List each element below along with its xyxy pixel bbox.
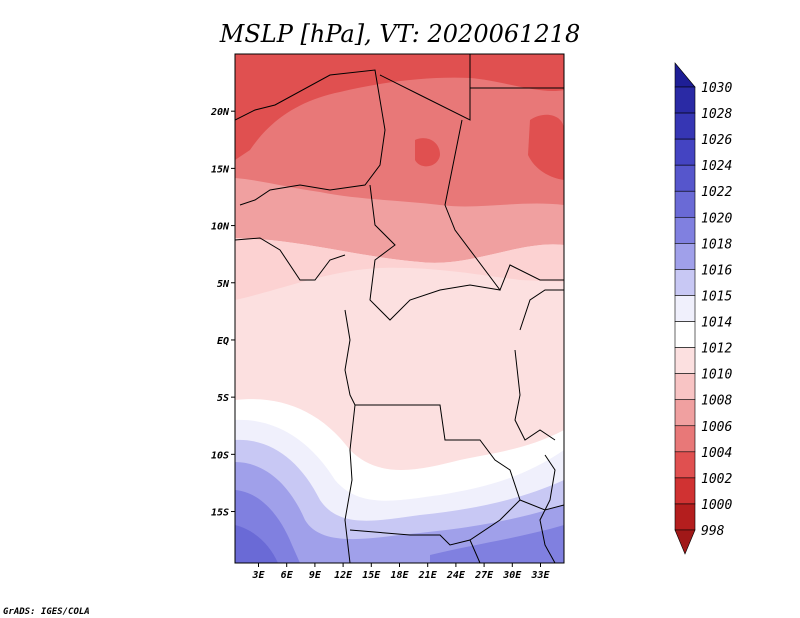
colorbar-bottom-arrow: [674, 529, 696, 555]
x-tick-label: 21E: [418, 570, 438, 581]
colorbar: 1030 1028 1026 1024 1022 1020 1018 1016 1015 1014…: [674, 62, 732, 555]
colorbar-label: 1014: [701, 316, 732, 331]
field-1004-cell: [528, 114, 564, 180]
y-tick-label: 20N: [210, 107, 230, 118]
chart-title: MSLP [hPa], VT: 2020061218: [219, 20, 580, 48]
colorbar-segment: [674, 269, 696, 296]
y-tick-label: 15S: [211, 508, 229, 519]
colorbar-label: 1016: [701, 263, 732, 278]
colorbar-top-arrow: [674, 62, 696, 88]
y-tick-label: 10N: [211, 222, 230, 233]
x-tick-label: 9E: [309, 570, 322, 581]
colorbar-label: 1004: [701, 446, 732, 461]
colorbar-segment: [674, 477, 696, 505]
y-tick-label: 10S: [211, 450, 229, 461]
x-tick-label: 15E: [362, 570, 381, 581]
colorbar-segment: [674, 347, 696, 374]
x-tick-label: 18E: [390, 570, 409, 581]
colorbar-segment: [674, 190, 696, 218]
field-1024-band: [235, 525, 278, 563]
colorbar-label: 1000: [701, 498, 732, 513]
colorbar-label: 1020: [701, 211, 732, 226]
x-axis: 3E 6E 9E 12E 15E 18E 21E 24E 27E 30E 33E: [251, 563, 551, 581]
colorbar-label: 1006: [701, 420, 732, 435]
colorbar-segment: [674, 243, 696, 270]
x-tick-label: 24E: [446, 570, 466, 581]
colorbar-label: 1010: [701, 368, 732, 383]
colorbar-label: 1022: [701, 185, 732, 200]
colorbar-label: 1030: [701, 81, 732, 96]
x-tick-label: 3E: [251, 570, 265, 581]
colorbar-segment: [674, 216, 696, 244]
colorbar-label: 1026: [701, 133, 732, 148]
colorbar-segment: [674, 164, 696, 192]
colorbar-segment: [674, 399, 696, 427]
colorbar-label: 1018: [701, 237, 732, 252]
field-1004-cell-2: [415, 138, 440, 167]
colorbar-label: 1028: [701, 107, 732, 122]
colorbar-segment: [674, 373, 696, 401]
colorbar-segment: [674, 112, 696, 140]
x-tick-label: 6E: [281, 570, 294, 581]
field-1022-band-east: [430, 525, 564, 563]
colorbar-label: 998: [701, 524, 725, 539]
field-1004-band: [235, 54, 564, 160]
colorbar-label: 1024: [701, 159, 732, 174]
colorbar-segment: [674, 503, 696, 531]
y-tick-label: 5N: [217, 279, 230, 290]
x-tick-label: 33E: [530, 570, 550, 581]
field-1020-band: [235, 462, 564, 563]
colorbar-label: 1015: [701, 289, 732, 304]
colorbar-segment: [674, 138, 696, 166]
credit-label: GrADS: IGES/COLA: [3, 607, 90, 617]
colorbar-segment: [674, 451, 696, 479]
colorbar-label: 1002: [701, 472, 732, 487]
x-tick-label: 30E: [502, 570, 522, 581]
colorbar-segment: [674, 425, 696, 453]
borders: [235, 54, 564, 563]
x-tick-label: 12E: [334, 570, 353, 581]
field-1012-band: [235, 238, 564, 300]
x-tick-label: 27E: [474, 570, 494, 581]
colorbar-segment: [674, 321, 696, 348]
map-area: [235, 54, 564, 563]
y-tick-label: EQ: [217, 336, 229, 347]
y-tick-label: 15N: [211, 164, 230, 175]
colorbar-label: 1008: [701, 394, 732, 409]
colorbar-segment: [674, 295, 696, 322]
colorbar-label: 1012: [701, 342, 732, 357]
y-tick-label: 5S: [217, 393, 229, 404]
colorbar-segment: [674, 86, 696, 114]
y-axis: 20N 15N 10N 5N EQ 5S 10S 15S: [210, 107, 235, 519]
